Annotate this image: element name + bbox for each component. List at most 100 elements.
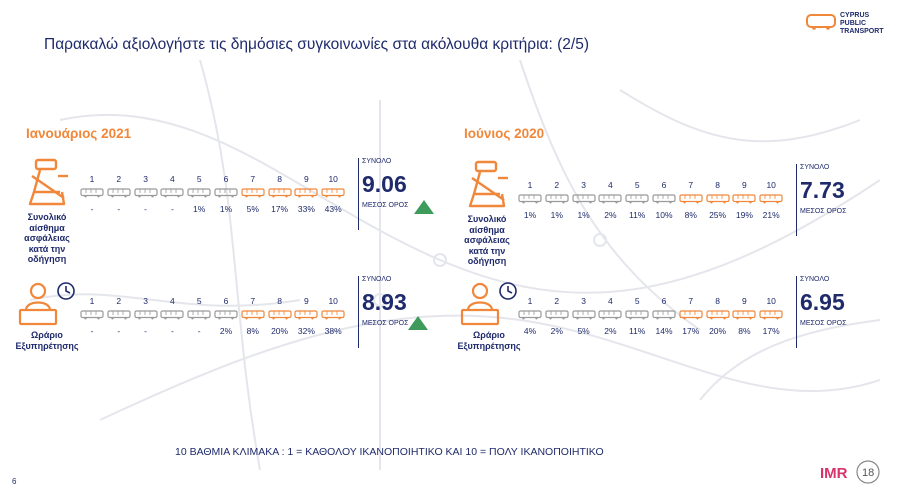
percentage-value: 33% xyxy=(297,204,315,214)
scale-cell: 8 20% xyxy=(267,296,292,336)
scale-number: 1 xyxy=(89,174,95,184)
scale-cell: 2- xyxy=(107,296,131,336)
scale-cell: 3 1% xyxy=(571,180,596,220)
total-label: ΣΥΝΟΛΟ xyxy=(800,276,830,283)
jun2020-schedule-scale: 1 4% 2 2% 3 5% 4 2% 5 11% 6 14% 7 17% 8 20% 9 8% 10 17% xyxy=(518,296,788,356)
scale-number: 5 xyxy=(196,174,202,184)
safety-label-line-4: κατά την xyxy=(468,245,506,256)
bus-icon xyxy=(241,188,265,198)
safety-label-line-3: ασφάλειας xyxy=(24,233,70,243)
period-right-title: Ιούνιος 2020 xyxy=(464,126,545,141)
bus-icon xyxy=(598,310,622,320)
scale-cell: 1 1% xyxy=(518,180,542,220)
percentage-value: 32% xyxy=(297,326,315,336)
percentage-value: - xyxy=(117,204,121,214)
percentage-value: 17% xyxy=(762,326,780,336)
scale-number: 2 xyxy=(116,296,122,306)
bus-icon xyxy=(214,188,238,198)
safety-label-line-4: κατά την xyxy=(28,243,66,254)
scale-number: 3 xyxy=(143,296,148,306)
bus-icon xyxy=(759,310,783,320)
scale-number: 5 xyxy=(196,296,202,306)
percentage-value: 1% xyxy=(577,210,590,220)
bus-icon xyxy=(321,310,345,320)
scale-cell: 8 25% xyxy=(705,180,730,220)
scale-cell: 4 2% xyxy=(598,180,622,220)
percentage-value: 20% xyxy=(709,326,727,336)
jan2021-schedule-scale: 1-2-3-4-5-6 2% 7 8% 8 20% 9 32% 10 38% xyxy=(80,296,350,356)
scale-cell: 6 10% xyxy=(652,180,676,220)
scale-number: 6 xyxy=(661,296,667,306)
scale-number: 10 xyxy=(328,174,338,184)
total-value: 9.06 xyxy=(362,171,407,197)
percentage-value: - xyxy=(90,204,94,214)
bus-icon xyxy=(187,310,211,320)
seat-belt-icon xyxy=(28,158,68,206)
scale-number: 9 xyxy=(304,296,309,306)
scale-cell: 7 5% xyxy=(241,174,265,214)
bus-icon xyxy=(80,310,104,320)
total-label: ΣΥΝΟΛΟ xyxy=(362,158,392,165)
bus-icon xyxy=(732,194,756,204)
percentage-value: 5% xyxy=(246,204,259,214)
score-divider xyxy=(358,276,359,348)
service-clerk-icon xyxy=(460,282,517,326)
scale-cell: 2 2% xyxy=(545,296,569,336)
jan2021-safety-score: ΣΥΝΟΛΟ 9.06 ΜΕΣΟΣ ΟΡΟΣ xyxy=(358,158,408,230)
percentage-value: 17% xyxy=(682,326,700,336)
scale-cell: 6 1% xyxy=(214,174,238,214)
safety-label-line-1: Συνολικό xyxy=(27,212,67,222)
percentage-value: 1% xyxy=(193,204,206,214)
jun2020-safety-score: ΣΥΝΟΛΟ 7.73 ΜΕΣΟΣ ΟΡΟΣ xyxy=(796,164,846,236)
scale-number: 3 xyxy=(581,296,586,306)
scale-number: 8 xyxy=(715,296,720,306)
scale-cell: 7 8% xyxy=(679,180,703,220)
percentage-value: 11% xyxy=(628,326,646,336)
jun2020-safety-scale: 1 1% 2 1% 3 1% 4 2% 5 11% 6 10% 7 8% 8 25% 9 19% 10 21% xyxy=(518,180,788,240)
bus-icon xyxy=(652,194,676,204)
scale-cell: 4- xyxy=(160,296,184,336)
percentage-value: - xyxy=(197,326,201,336)
percentage-value: 2% xyxy=(219,326,233,336)
bus-icon xyxy=(571,194,596,204)
scale-number: 9 xyxy=(742,296,747,306)
percentage-value: 2% xyxy=(604,210,617,220)
logo-line-3: TRANSPORT xyxy=(840,28,884,35)
scale-cell: 8 17% xyxy=(267,174,292,214)
percentage-value: 21% xyxy=(762,210,780,220)
schedule-label-line-1: Ωράριο xyxy=(31,330,63,340)
scale-number: 1 xyxy=(527,296,533,306)
bus-icon xyxy=(294,188,318,198)
safety-label-line-2: αίσθημα xyxy=(469,224,505,235)
scale-number: 4 xyxy=(608,296,613,306)
scale-number: 5 xyxy=(634,180,640,190)
total-value: 8.93 xyxy=(362,289,407,315)
scale-number: 8 xyxy=(277,296,282,306)
scale-cell: 6 14% xyxy=(652,296,676,336)
scale-number: 2 xyxy=(554,180,560,190)
scale-number: 2 xyxy=(116,174,122,184)
bus-icon xyxy=(107,188,131,198)
scale-cell: 10 21% xyxy=(759,180,783,220)
scale-number: 3 xyxy=(143,174,148,184)
scale-cell: 5 11% xyxy=(625,180,649,220)
bus-icon xyxy=(571,310,596,320)
scale-number: 9 xyxy=(304,174,309,184)
bus-icon xyxy=(133,310,158,320)
increase-triangle-icon xyxy=(408,316,428,330)
percentage-value: 8% xyxy=(738,326,751,336)
percentage-value: 17% xyxy=(271,204,289,214)
total-label: ΣΥΝΟΛΟ xyxy=(800,164,830,171)
score-divider xyxy=(796,276,797,348)
percentage-value: 8% xyxy=(684,210,697,220)
percentage-value: 25% xyxy=(709,210,727,220)
scale-number: 10 xyxy=(766,180,776,190)
percentage-value: 1% xyxy=(219,204,233,214)
percentage-value: 2% xyxy=(550,326,563,336)
total-value: 7.73 xyxy=(800,177,845,203)
scale-cell: 5 11% xyxy=(625,296,649,336)
safety-label-line-5: οδήγηση xyxy=(467,256,507,266)
safety-label-line-2: αίσθημα xyxy=(29,222,65,233)
percentage-value: - xyxy=(144,326,148,336)
percentage-value: - xyxy=(90,326,94,336)
